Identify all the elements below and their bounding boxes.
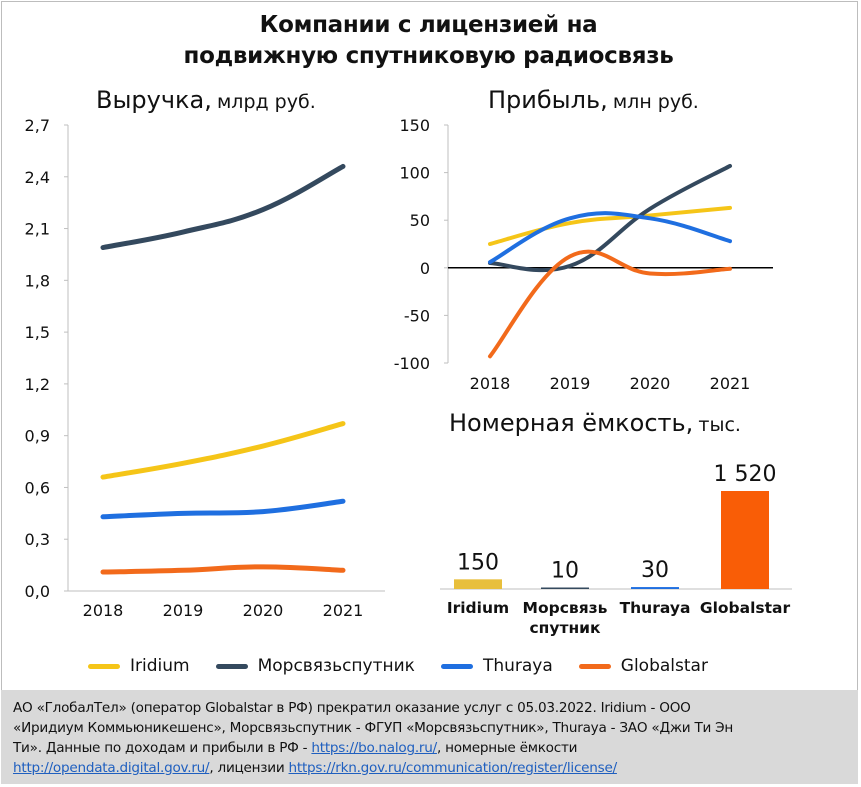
- profit-title: Прибыль,: [488, 86, 608, 114]
- revenue-y-tick-label: 1,5: [25, 323, 50, 342]
- revenue-y-tick-label: 2,4: [25, 168, 50, 187]
- footnote-line-1: АО «ГлобалТел» (оператор Globalstar в РФ…: [13, 700, 691, 716]
- profit-unit: млн руб.: [612, 91, 699, 113]
- page-title: Компании с лицензией на подвижную спутни…: [0, 10, 857, 72]
- revenue-y-tick-label: 0,6: [25, 478, 50, 497]
- footnote-line-3: Ти». Данные по доходам и прибыли в РФ - …: [13, 738, 846, 758]
- capacity-category-label: Thuraya: [620, 599, 691, 617]
- legend-item-iridium: Iridium: [88, 656, 190, 676]
- legend: Iridium Морсвязьспутник Thuraya Globalst…: [88, 656, 734, 676]
- profit-y-tick-label: 150: [399, 116, 430, 135]
- revenue-x-tick-label: 2021: [323, 601, 364, 620]
- profit-line-морсвязьспутник: [488, 163, 732, 273]
- revenue-y-tick-label: 2,7: [25, 116, 50, 135]
- capacity-value-label: 10: [551, 559, 579, 584]
- profit-x-tick-label: 2020: [630, 374, 671, 393]
- capacity-value-label: 150: [457, 550, 499, 575]
- profit-y-tick-label: 0: [420, 259, 430, 278]
- link-opendata[interactable]: http://opendata.digital.gov.ru/: [13, 760, 210, 776]
- profit-line-iridium: [488, 205, 732, 246]
- profit-line-globalstar: [488, 249, 732, 359]
- revenue-y-tick-label: 0,3: [25, 530, 50, 549]
- title-line-2: подвижную спутниковую радиосвязь: [183, 43, 674, 69]
- capacity-bar-4: [721, 491, 769, 589]
- footnote-line-2: «Иридиум Коммьюникешенс», Морсвязьспутни…: [13, 720, 734, 736]
- legend-item-globalstar: Globalstar: [578, 656, 708, 676]
- capacity-category-label: Морсвязь: [523, 599, 608, 617]
- capacity-chart-title: Номерная ёмкость, тыс.: [449, 409, 741, 437]
- legend-item-thuraya: Thuraya: [440, 656, 553, 676]
- capacity-bar-3: [631, 587, 679, 589]
- legend-label-thuraya: Thuraya: [482, 656, 553, 676]
- link-rkn[interactable]: https://rkn.gov.ru/communication/registe…: [288, 760, 618, 776]
- revenue-unit: млрд руб.: [216, 91, 316, 113]
- legend-swatch-morsvyazsputnik: [215, 663, 248, 669]
- capacity-category-label: спутник: [529, 619, 601, 637]
- charts-canvas: 0,0 0,3 0,6 0,9 1,2 1,5 1,8 2,1 2,4 2,7 2018 2019 20…: [25, 116, 792, 637]
- profit-y-tick-label: 100: [399, 164, 430, 183]
- revenue-y-tick-label: 0,0: [25, 582, 50, 601]
- footnote-text-4: , лицензии: [209, 760, 289, 776]
- footnote-text-3b: , номерные ёмкости: [436, 740, 578, 756]
- revenue-title: Выручка,: [96, 86, 212, 114]
- revenue-x-tick-label: 2020: [243, 601, 284, 620]
- capacity-category-label: Globalstar: [700, 599, 791, 617]
- revenue-y-tick-label: 0,9: [25, 427, 50, 446]
- revenue-y-tick-label: 2,1: [25, 220, 50, 239]
- legend-swatch-thuraya: [440, 663, 473, 669]
- capacity-bar-2: [541, 587, 589, 589]
- capacity-title: Номерная ёмкость,: [449, 409, 694, 437]
- profit-y-tick-label: 50: [410, 211, 430, 230]
- legend-label-globalstar: Globalstar: [620, 656, 708, 676]
- capacity-unit: тыс.: [698, 414, 741, 436]
- revenue-line-морсвязьспутник: [100, 163, 346, 251]
- revenue-y-tick-label: 1,8: [25, 271, 50, 290]
- footnote: АО «ГлобалТел» (оператор Globalstar в РФ…: [1, 690, 858, 784]
- revenue-line-globalstar: [100, 564, 346, 575]
- capacity-bar-1: [454, 579, 502, 589]
- profit-x-tick-label: 2018: [470, 374, 511, 393]
- revenue-line-thuraya: [100, 498, 346, 520]
- footnote-line-4: http://opendata.digital.gov.ru/, лицензи…: [13, 758, 846, 778]
- footnote-text-3a: Ти». Данные по доходам и прибыли в РФ -: [13, 740, 312, 756]
- profit-y-tick-label: -50: [404, 306, 430, 325]
- link-nalog[interactable]: https://bo.nalog.ru/: [311, 740, 437, 756]
- legend-swatch-globalstar: [578, 663, 611, 669]
- legend-swatch-iridium: [88, 663, 120, 669]
- profit-chart-title: Прибыль, млн руб.: [488, 86, 699, 114]
- capacity-value-label: 1 520: [714, 462, 777, 487]
- revenue-x-tick-label: 2018: [83, 601, 124, 620]
- revenue-x-tick-label: 2019: [163, 601, 204, 620]
- capacity-category-label: Iridium: [447, 599, 509, 617]
- profit-line-thuraya: [488, 211, 732, 265]
- revenue-y-tick-label: 1,2: [25, 375, 50, 394]
- title-line-1: Компании с лицензией на: [259, 12, 598, 38]
- legend-item-morsvyazsputnik: Морсвязьспутник: [215, 656, 415, 676]
- revenue-chart-title: Выручка, млрд руб.: [96, 86, 316, 114]
- revenue-line-iridium: [100, 421, 346, 480]
- profit-y-tick-label: -100: [394, 354, 430, 373]
- profit-x-tick-label: 2019: [550, 374, 591, 393]
- profit-x-tick-label: 2021: [710, 374, 751, 393]
- legend-label-iridium: Iridium: [130, 656, 190, 676]
- legend-label-morsvyazsputnik: Морсвязьспутник: [257, 656, 415, 676]
- capacity-value-label: 30: [641, 558, 669, 583]
